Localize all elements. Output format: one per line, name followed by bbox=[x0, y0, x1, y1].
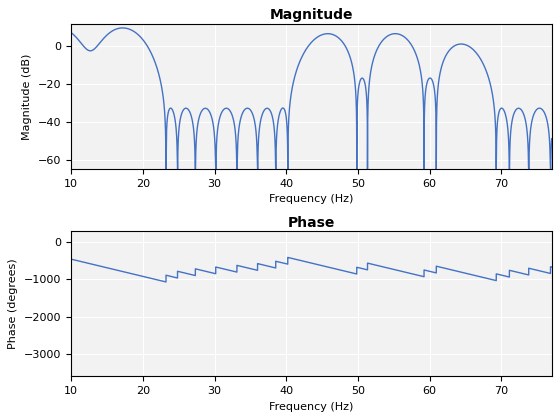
Title: Phase: Phase bbox=[288, 215, 335, 230]
Title: Magnitude: Magnitude bbox=[269, 8, 353, 22]
X-axis label: Frequency (Hz): Frequency (Hz) bbox=[269, 194, 353, 205]
Y-axis label: Phase (degrees): Phase (degrees) bbox=[8, 258, 18, 349]
X-axis label: Frequency (Hz): Frequency (Hz) bbox=[269, 402, 353, 412]
Y-axis label: Magnitude (dB): Magnitude (dB) bbox=[22, 53, 32, 139]
